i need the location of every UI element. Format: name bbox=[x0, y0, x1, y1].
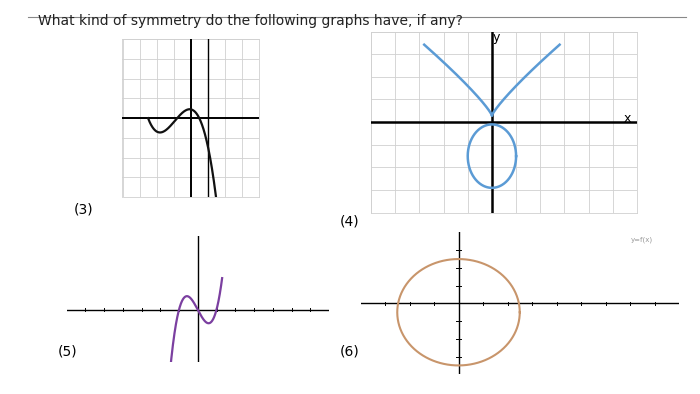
Text: y=f(x): y=f(x) bbox=[631, 236, 653, 243]
Text: y: y bbox=[493, 31, 500, 44]
Text: (3): (3) bbox=[74, 203, 93, 217]
Text: (4): (4) bbox=[340, 215, 359, 229]
Text: What kind of symmetry do the following graphs have, if any?: What kind of symmetry do the following g… bbox=[38, 14, 463, 28]
Text: (5): (5) bbox=[57, 344, 77, 359]
Text: x: x bbox=[624, 112, 631, 125]
Text: (6): (6) bbox=[340, 344, 359, 359]
